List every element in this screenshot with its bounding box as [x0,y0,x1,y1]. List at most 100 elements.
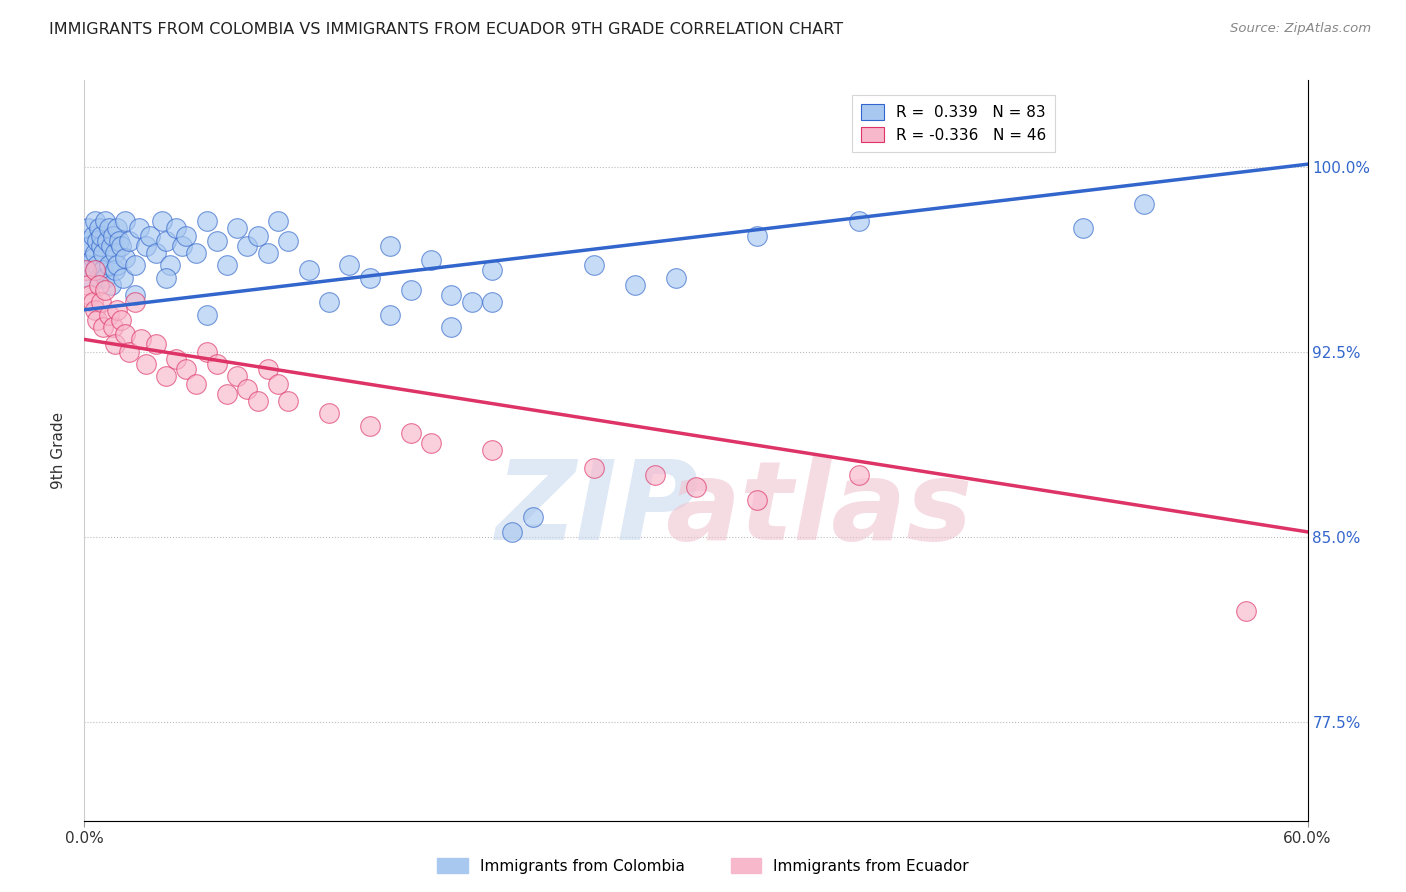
Point [747,228,769,243]
Point [236,238,259,252]
Point [420,436,443,450]
Point [624,278,647,293]
Point [1236,604,1258,618]
Point [124,288,146,302]
Point [277,394,299,409]
Point [685,480,707,494]
Point [399,283,422,297]
Point [90,238,112,252]
Point [440,320,463,334]
Point [77,258,100,272]
Point [101,228,124,243]
Point [1073,221,1095,235]
Point [93,270,115,285]
Point [118,344,141,359]
Point [83,263,105,277]
Point [226,369,249,384]
Point [174,228,197,243]
Point [246,228,269,243]
Text: Source: ZipAtlas.com: Source: ZipAtlas.com [1230,22,1371,36]
Point [110,312,132,326]
Point [481,295,503,310]
Point [87,278,110,293]
Point [318,295,340,310]
Point [145,246,167,260]
Point [848,468,870,483]
Point [665,270,688,285]
Point [128,221,150,235]
Point [135,238,157,252]
Point [83,246,105,260]
Point [114,251,136,265]
Point [101,320,124,334]
Point [75,234,97,248]
Point [86,234,108,248]
Point [83,214,105,228]
Text: IMMIGRANTS FROM COLOMBIA VS IMMIGRANTS FROM ECUADOR 9TH GRADE CORRELATION CHART: IMMIGRANTS FROM COLOMBIA VS IMMIGRANTS F… [49,22,844,37]
Point [114,214,136,228]
Point [380,238,402,252]
Point [420,253,443,268]
Text: ZIP: ZIP [496,456,700,563]
Point [104,263,127,277]
Point [155,369,177,384]
Point [91,320,114,334]
Point [110,238,132,252]
Point [112,270,135,285]
Point [138,228,160,243]
Point [79,238,101,252]
Point [205,357,228,371]
Point [298,263,321,277]
Point [104,246,127,260]
Text: atlas: atlas [665,456,972,563]
Point [195,308,218,322]
Point [97,258,120,272]
Point [257,362,280,376]
Point [195,214,218,228]
Point [86,258,108,272]
Point [96,234,118,248]
Point [339,258,361,272]
Point [747,492,769,507]
Point [481,443,503,458]
Point [87,221,110,235]
Point [77,221,100,235]
Point [583,460,606,475]
Point [77,278,100,293]
Point [90,295,112,310]
Point [100,278,122,293]
Point [195,344,218,359]
Point [440,288,463,302]
Point [91,263,114,277]
Point [205,234,228,248]
Point [165,221,187,235]
Point [318,406,340,420]
Point [131,332,153,346]
Point [135,357,157,371]
Point [461,295,484,310]
Y-axis label: 9th Grade: 9th Grade [51,412,66,489]
Point [267,214,290,228]
Point [108,234,131,248]
Point [174,362,197,376]
Point [277,234,299,248]
Legend: Immigrants from Colombia, Immigrants from Ecuador: Immigrants from Colombia, Immigrants fro… [432,852,974,880]
Point [359,418,381,433]
Point [644,468,666,483]
Point [502,524,524,539]
Point [114,327,136,342]
Point [93,283,115,297]
Point [82,295,104,310]
Point [172,238,194,252]
Point [124,258,146,272]
Point [91,246,114,260]
Point [257,246,280,260]
Point [105,302,128,317]
Point [236,382,259,396]
Point [82,251,104,265]
Point [79,288,101,302]
Point [246,394,269,409]
Point [124,295,146,310]
Point [848,214,870,228]
Point [86,312,108,326]
